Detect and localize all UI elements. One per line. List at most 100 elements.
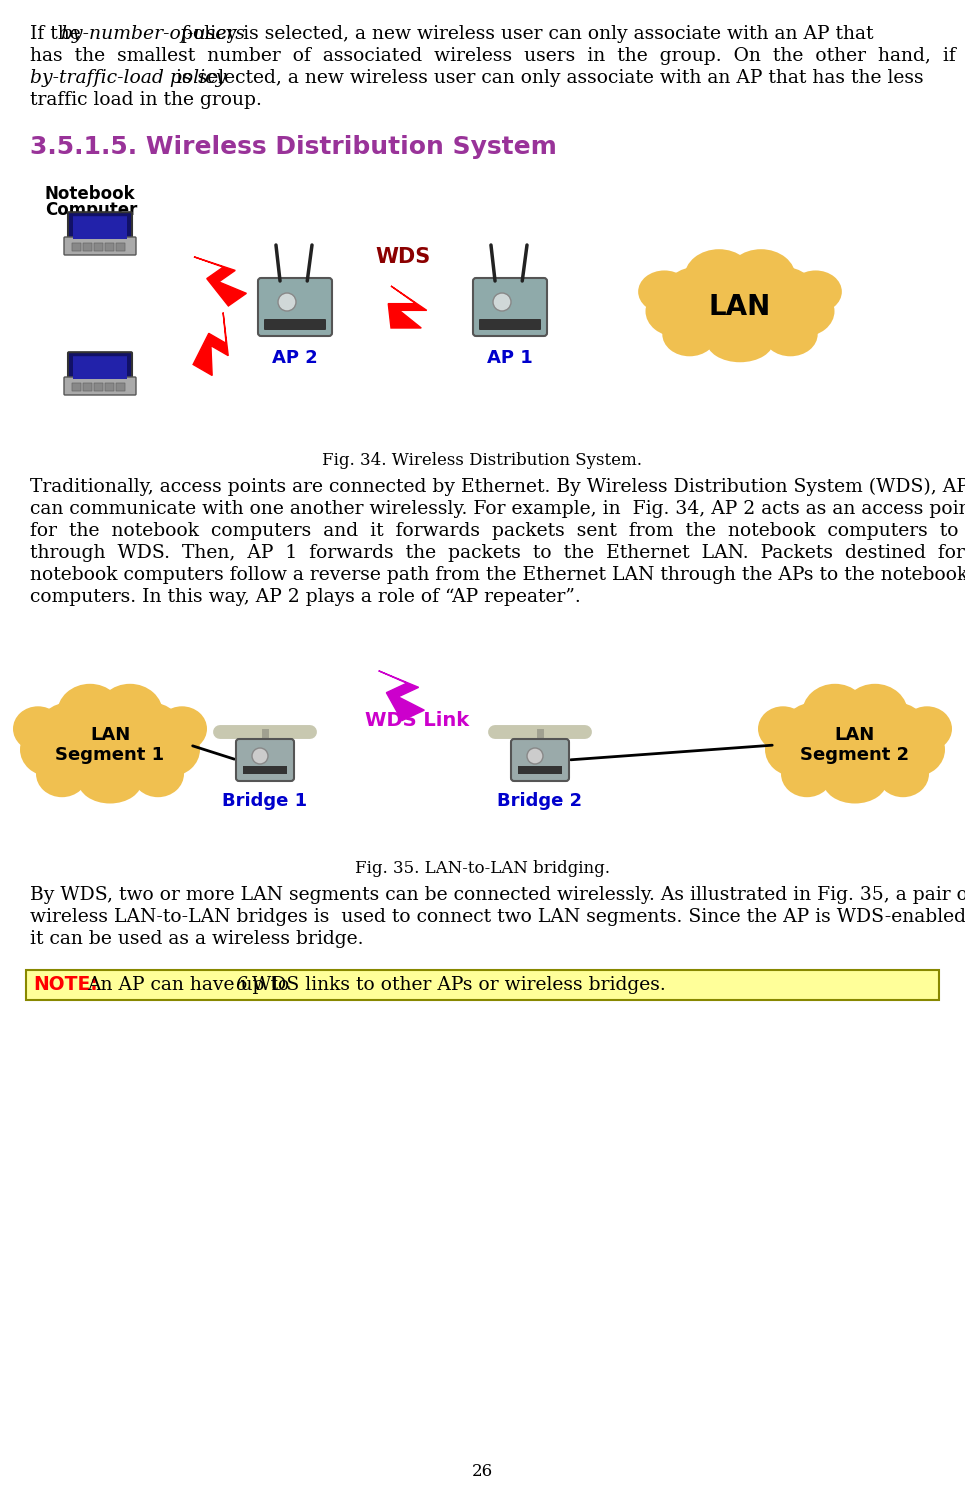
Ellipse shape — [842, 683, 908, 743]
Text: wireless LAN-to-LAN bridges is  used to connect two LAN segments. Since the AP i: wireless LAN-to-LAN bridges is used to c… — [30, 908, 965, 926]
FancyBboxPatch shape — [479, 319, 541, 330]
Ellipse shape — [97, 683, 163, 743]
Text: by-number-of-users: by-number-of-users — [60, 25, 245, 43]
Ellipse shape — [700, 261, 780, 312]
Ellipse shape — [57, 683, 123, 743]
Text: Computer: Computer — [45, 201, 137, 219]
FancyBboxPatch shape — [73, 357, 127, 379]
Text: traffic load in the group.: traffic load in the group. — [30, 91, 262, 109]
FancyBboxPatch shape — [94, 243, 103, 252]
Ellipse shape — [885, 722, 945, 776]
Polygon shape — [378, 671, 425, 721]
Ellipse shape — [34, 701, 110, 770]
Ellipse shape — [727, 249, 796, 306]
Text: Bridge 1: Bridge 1 — [223, 792, 308, 810]
FancyBboxPatch shape — [473, 279, 547, 336]
FancyBboxPatch shape — [264, 319, 326, 330]
Ellipse shape — [765, 722, 825, 776]
FancyBboxPatch shape — [83, 383, 92, 391]
FancyBboxPatch shape — [116, 383, 125, 391]
FancyBboxPatch shape — [68, 352, 132, 383]
Ellipse shape — [779, 701, 855, 770]
Ellipse shape — [132, 750, 184, 797]
FancyBboxPatch shape — [64, 237, 136, 255]
Ellipse shape — [78, 758, 142, 803]
Ellipse shape — [13, 706, 63, 752]
FancyBboxPatch shape — [83, 243, 92, 252]
Ellipse shape — [706, 319, 774, 363]
Text: WDS links to other APs or wireless bridges.: WDS links to other APs or wireless bridg… — [246, 977, 666, 995]
Text: WDS Link: WDS Link — [366, 710, 470, 730]
Ellipse shape — [140, 722, 200, 776]
Circle shape — [493, 294, 511, 312]
Text: for  the  notebook  computers  and  it  forwards  packets  sent  from  the  note: for the notebook computers and it forwar… — [30, 521, 965, 539]
Text: LAN: LAN — [709, 294, 771, 321]
Ellipse shape — [802, 683, 868, 743]
Text: notebook computers follow a reverse path from the Ethernet LAN through the APs t: notebook computers follow a reverse path… — [30, 566, 965, 584]
Ellipse shape — [157, 706, 207, 752]
Text: Bridge 2: Bridge 2 — [497, 792, 583, 810]
Ellipse shape — [682, 261, 798, 354]
FancyBboxPatch shape — [243, 765, 287, 774]
Ellipse shape — [789, 271, 841, 313]
Text: has  the  smallest  number  of  associated  wireless  users  in  the  group.  On: has the smallest number of associated wi… — [30, 46, 965, 64]
Ellipse shape — [638, 271, 691, 313]
Text: Traditionally, access points are connected by Ethernet. By Wireless Distribution: Traditionally, access points are connect… — [30, 478, 965, 496]
Ellipse shape — [855, 701, 931, 770]
Ellipse shape — [20, 722, 80, 776]
FancyBboxPatch shape — [26, 971, 939, 1001]
Polygon shape — [193, 313, 229, 376]
Text: NOTE:: NOTE: — [33, 975, 97, 995]
Text: Fig. 35. LAN-to-LAN bridging.: Fig. 35. LAN-to-LAN bridging. — [355, 860, 610, 876]
Ellipse shape — [55, 695, 165, 794]
Ellipse shape — [800, 695, 910, 794]
Ellipse shape — [684, 249, 754, 306]
Ellipse shape — [662, 312, 717, 357]
Ellipse shape — [781, 750, 833, 797]
Text: An AP can have up to: An AP can have up to — [87, 977, 295, 995]
FancyBboxPatch shape — [511, 739, 569, 780]
Polygon shape — [194, 256, 246, 306]
FancyBboxPatch shape — [64, 377, 136, 395]
Ellipse shape — [877, 750, 929, 797]
Text: Fig. 34. Wireless Distribution System.: Fig. 34. Wireless Distribution System. — [322, 452, 643, 469]
Text: policy is selected, a new wireless user can only associate with an AP that: policy is selected, a new wireless user … — [175, 25, 873, 43]
Text: LAN
Segment 2: LAN Segment 2 — [800, 725, 910, 764]
Text: 3.5.1.5. Wireless Distribution System: 3.5.1.5. Wireless Distribution System — [30, 135, 557, 159]
Text: LAN
Segment 1: LAN Segment 1 — [55, 725, 165, 764]
Text: computers. In this way, AP 2 plays a role of “AP repeater”.: computers. In this way, AP 2 plays a rol… — [30, 589, 581, 607]
Text: 6: 6 — [235, 977, 247, 995]
Text: By WDS, two or more LAN segments can be connected wirelessly. As illustrated in : By WDS, two or more LAN segments can be … — [30, 885, 965, 903]
Ellipse shape — [817, 695, 893, 749]
Text: AP 2: AP 2 — [272, 349, 317, 367]
Ellipse shape — [771, 286, 835, 337]
Ellipse shape — [902, 706, 952, 752]
Ellipse shape — [72, 695, 148, 749]
FancyBboxPatch shape — [105, 243, 114, 252]
Ellipse shape — [758, 706, 808, 752]
FancyBboxPatch shape — [116, 243, 125, 252]
FancyBboxPatch shape — [72, 243, 81, 252]
Ellipse shape — [823, 758, 887, 803]
Text: Notebook: Notebook — [45, 184, 136, 204]
Text: by-traffic-load policy: by-traffic-load policy — [30, 69, 226, 87]
Ellipse shape — [36, 750, 88, 797]
Text: can communicate with one another wirelessly. For example, in  Fig. 34, AP 2 acts: can communicate with one another wireles… — [30, 500, 965, 518]
Text: AP 1: AP 1 — [487, 349, 533, 367]
Ellipse shape — [740, 267, 820, 331]
FancyBboxPatch shape — [518, 765, 562, 774]
FancyBboxPatch shape — [236, 739, 294, 780]
Text: through  WDS.  Then,  AP  1  forwards  the  packets  to  the  Ethernet  LAN.  Pa: through WDS. Then, AP 1 forwards the pac… — [30, 544, 965, 562]
FancyBboxPatch shape — [68, 213, 132, 243]
Text: WDS: WDS — [374, 247, 430, 267]
Text: it can be used as a wireless bridge.: it can be used as a wireless bridge. — [30, 930, 364, 948]
FancyBboxPatch shape — [73, 216, 127, 240]
Circle shape — [278, 294, 296, 312]
FancyBboxPatch shape — [72, 383, 81, 391]
FancyBboxPatch shape — [105, 383, 114, 391]
Text: 26: 26 — [472, 1464, 493, 1480]
Ellipse shape — [763, 312, 817, 357]
Text: If the: If the — [30, 25, 87, 43]
Circle shape — [527, 748, 543, 764]
Circle shape — [252, 748, 268, 764]
